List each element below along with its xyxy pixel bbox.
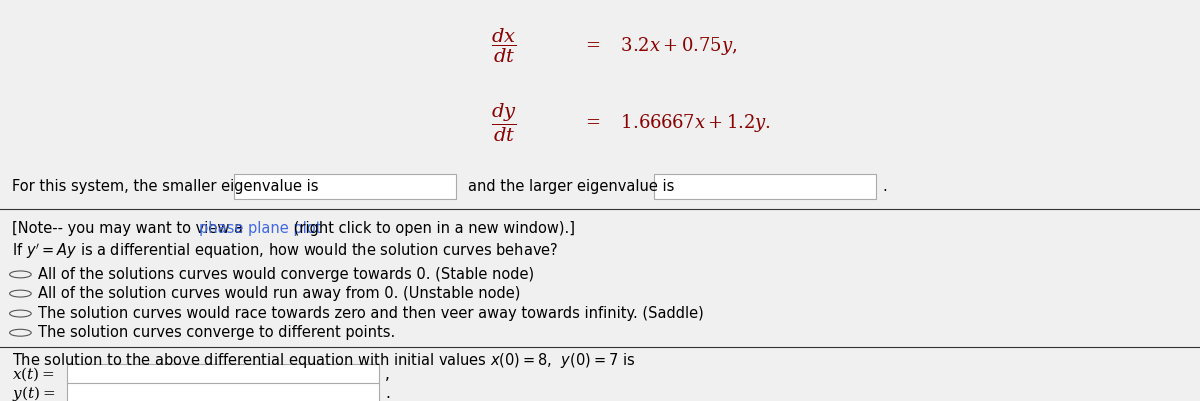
- Text: and the larger eigenvalue is: and the larger eigenvalue is: [468, 178, 674, 194]
- Text: .: .: [882, 178, 887, 194]
- Text: $=\quad 3.2x + 0.75y,$: $=\quad 3.2x + 0.75y,$: [582, 35, 738, 57]
- Text: If $y' = Ay$ is a differential equation, how would the solution curves behave?: If $y' = Ay$ is a differential equation,…: [12, 241, 558, 261]
- Text: The solution curves would race towards zero and then veer away towards infinity.: The solution curves would race towards z…: [38, 306, 704, 321]
- Text: (right click to open in a new window).]: (right click to open in a new window).]: [289, 221, 575, 236]
- Text: [Note-- you may want to view a: [Note-- you may want to view a: [12, 221, 247, 236]
- FancyBboxPatch shape: [234, 174, 456, 198]
- FancyBboxPatch shape: [654, 174, 876, 198]
- FancyBboxPatch shape: [67, 383, 379, 401]
- Text: $\dfrac{dx}{dt}$: $\dfrac{dx}{dt}$: [491, 27, 517, 65]
- Text: .: .: [385, 386, 390, 401]
- Text: All of the solutions curves would converge towards 0. (Stable node): All of the solutions curves would conver…: [38, 267, 534, 282]
- Text: $x(t) =$: $x(t) =$: [12, 365, 55, 383]
- Text: All of the solution curves would run away from 0. (Unstable node): All of the solution curves would run awa…: [38, 286, 521, 301]
- Text: phase plane plot: phase plane plot: [199, 221, 322, 236]
- Text: $y(t) =$: $y(t) =$: [12, 384, 55, 401]
- Text: The solution to the above differential equation with initial values $x(0) = 8$, : The solution to the above differential e…: [12, 351, 635, 370]
- Text: $\dfrac{dy}{dt}$: $\dfrac{dy}{dt}$: [491, 102, 517, 144]
- Text: For this system, the smaller eigenvalue is: For this system, the smaller eigenvalue …: [12, 178, 318, 194]
- FancyBboxPatch shape: [67, 364, 379, 384]
- Text: The solution curves converge to different points.: The solution curves converge to differen…: [38, 325, 396, 340]
- Text: ,: ,: [385, 367, 390, 382]
- Text: $=\quad 1.66667x + 1.2y.$: $=\quad 1.66667x + 1.2y.$: [582, 112, 770, 134]
